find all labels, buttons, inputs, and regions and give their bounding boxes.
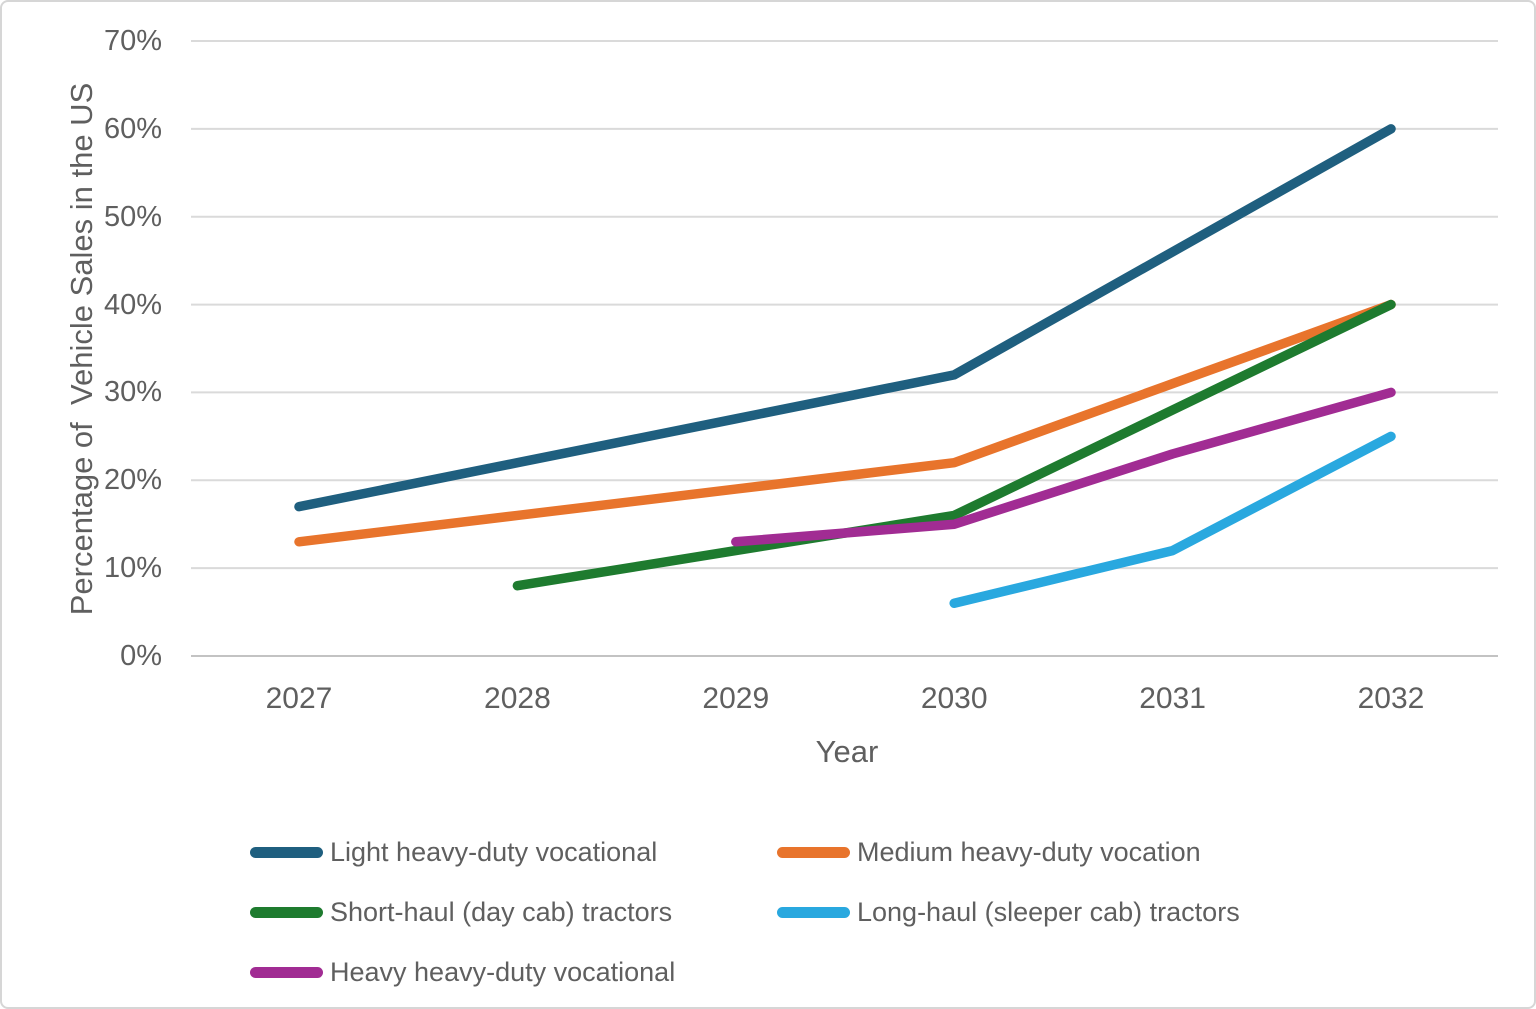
legend-label: Light heavy-duty vocational xyxy=(330,836,658,867)
x-tick-label: 2030 xyxy=(920,682,988,715)
y-tick-label: 20% xyxy=(103,464,162,497)
y-tick-label: 60% xyxy=(103,112,162,145)
x-tick-label: 2028 xyxy=(484,682,551,715)
y-tick-label: 70% xyxy=(103,25,162,57)
x-tick-label: 2032 xyxy=(1357,682,1425,715)
series-line-3 xyxy=(949,431,1396,609)
series-line-4 xyxy=(731,387,1396,547)
x-tick-label: 2027 xyxy=(265,682,333,715)
legend-swatch xyxy=(777,906,850,918)
y-tick-label: 0% xyxy=(120,640,162,672)
legend-label: Medium heavy-duty vocation xyxy=(857,836,1201,867)
y-tick-label: 40% xyxy=(103,288,162,321)
y-tick-label: 30% xyxy=(103,376,162,409)
legend-item: Short-haul (day cab) tractors xyxy=(250,897,777,928)
x-tick-label: 2031 xyxy=(1139,682,1206,715)
series-line-1 xyxy=(294,299,1396,547)
legend: Light heavy-duty vocational Medium heavy-… xyxy=(250,822,1397,1002)
series-line-2 xyxy=(512,299,1396,591)
series-line-0 xyxy=(294,124,1396,512)
legend-item: Light heavy-duty vocational xyxy=(250,837,777,868)
x-tick-label: 2029 xyxy=(702,682,770,715)
legend-swatch xyxy=(777,846,850,858)
legend-swatch xyxy=(250,846,323,858)
legend-swatch xyxy=(250,906,323,918)
legend-item: Long-haul (sleeper cab) tractors xyxy=(777,897,1397,928)
legend-label: Heavy heavy-duty vocational xyxy=(330,956,676,987)
legend-label: Short-haul (day cab) tractors xyxy=(330,896,673,927)
y-axis-title: Percentage of Vehicle Sales in the US xyxy=(64,82,99,616)
legend-item: Heavy heavy-duty vocational xyxy=(250,957,777,988)
y-tick-label: 50% xyxy=(103,200,162,233)
legend-swatch xyxy=(250,966,323,978)
y-tick-label: 10% xyxy=(103,552,162,585)
legend-item: Medium heavy-duty vocation xyxy=(777,837,1397,868)
legend-label: Long-haul (sleeper cab) tractors xyxy=(857,896,1240,927)
x-axis-title: Year xyxy=(815,734,879,769)
